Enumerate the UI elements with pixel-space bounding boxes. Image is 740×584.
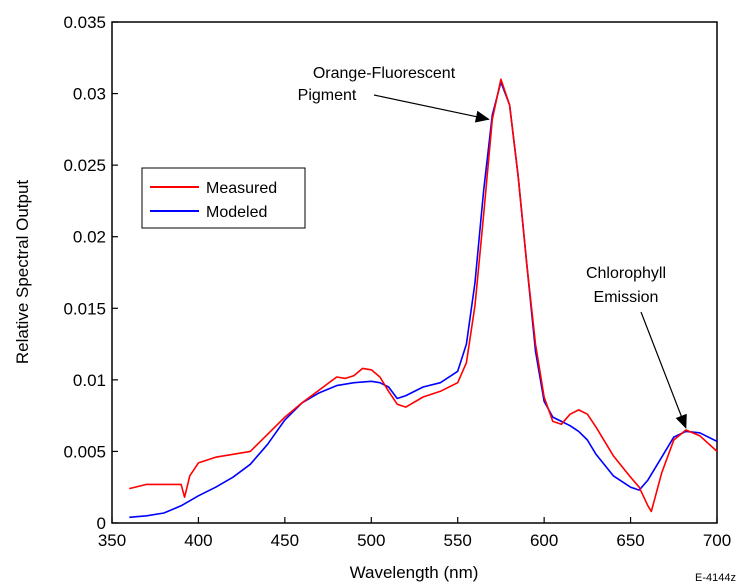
legend-label-modeled: Modeled [206,204,267,221]
annotation-pigment-line1: Orange-Fluorescent [313,65,456,82]
plot-area-frame [111,21,718,524]
annotation-chlorophyll-arrow [640,311,687,429]
x-axis-title: Wavelength (nm) [350,563,479,582]
series-lines [129,78,718,519]
annotation-pigment-line2: Pigment [298,87,357,104]
x-ticks: 350 400 450 500 550 600 650 700 [98,517,731,550]
annotation-pigment-arrow [373,94,490,123]
x-tick-label: 550 [444,531,472,550]
annotation-chlorophyll-line1: Chlorophyll [586,265,666,282]
x-tick-label: 400 [184,531,212,550]
y-tick-label: 0.01 [73,371,106,390]
x-tick-label: 350 [98,531,126,550]
x-tick-label: 700 [703,531,731,550]
series-line-measured [129,78,718,513]
legend-label-measured: Measured [206,180,277,197]
y-tick-label: 0.025 [63,156,106,175]
annotation-chlorophyll-line2: Emission [594,289,659,306]
x-tick-label: 600 [530,531,558,550]
y-ticks: 0 0.005 0.01 0.015 0.02 0.025 0.03 0.035 [63,13,118,533]
figure-code: E-4144z [695,572,736,584]
annotation-pigment: Orange-Fluorescent Pigment [298,65,490,123]
y-tick-label: 0.03 [73,85,106,104]
y-tick-label: 0.015 [63,299,106,318]
y-tick-label: 0.005 [63,442,106,461]
x-tick-label: 500 [357,531,385,550]
y-tick-label: 0.035 [63,13,106,32]
x-tick-label: 450 [271,531,299,550]
y-tick-label: 0.02 [73,228,106,247]
annotation-chlorophyll: Chlorophyll Emission [586,265,687,429]
series-line-modeled [129,81,718,519]
y-axis-title: Relative Spectral Output [13,180,32,365]
legend-box [141,167,306,229]
y-tick-label: 0 [97,514,106,533]
legend: Measured Modeled [141,167,306,229]
x-tick-label: 650 [616,531,644,550]
